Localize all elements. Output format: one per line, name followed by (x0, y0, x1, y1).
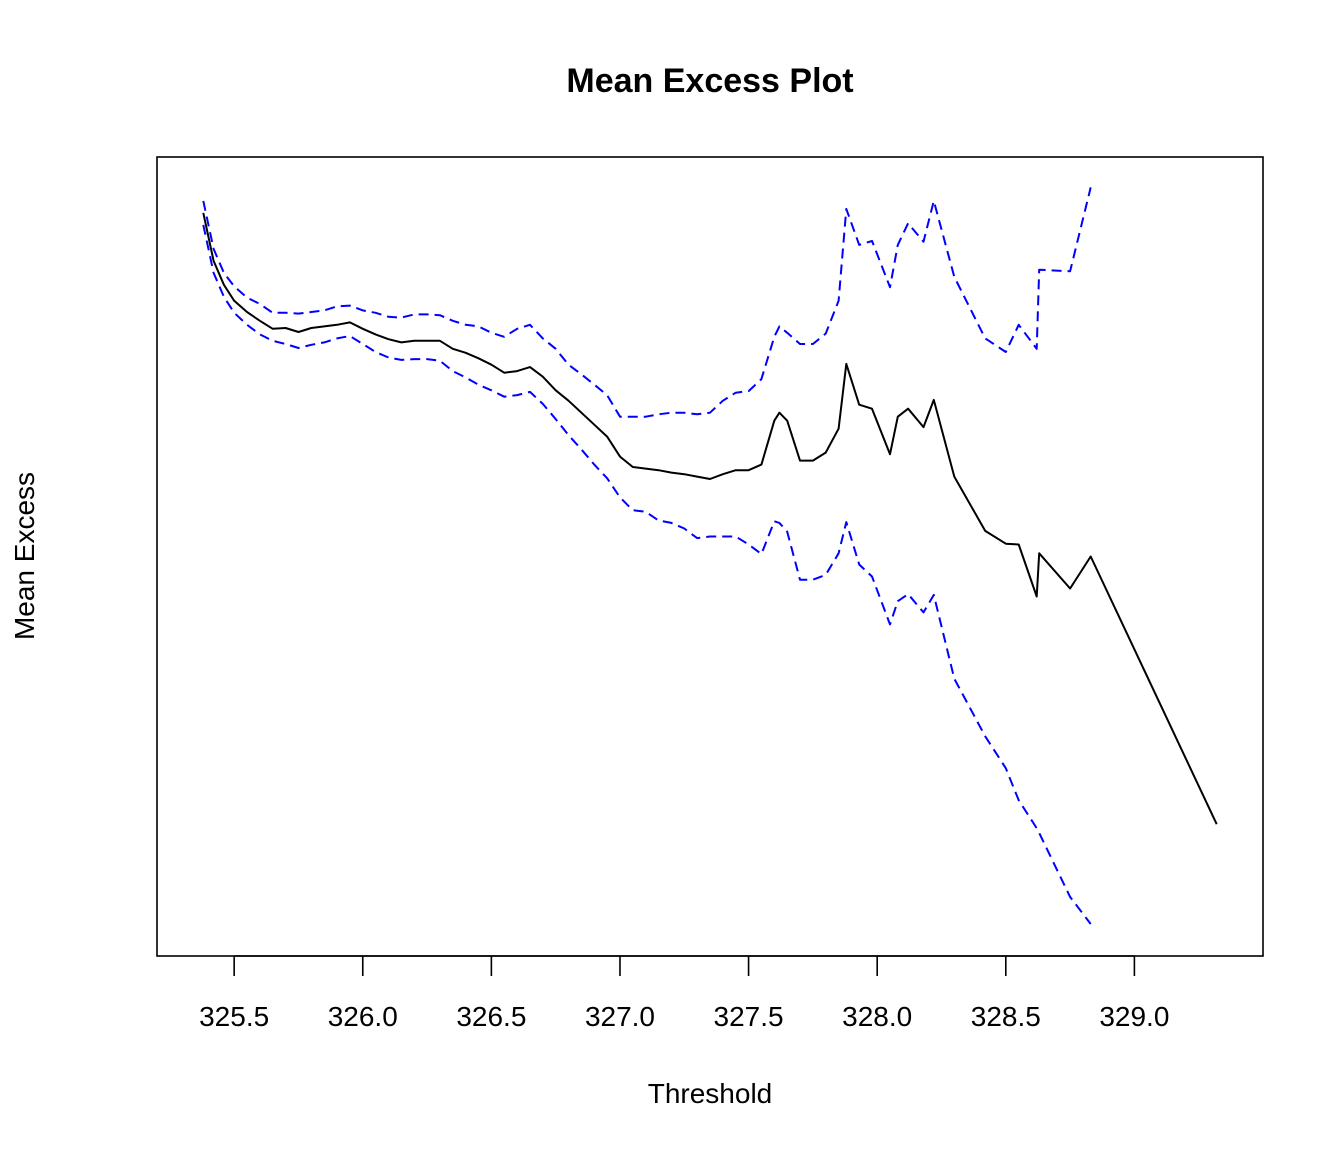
y-axis-label: Mean Excess (9, 472, 40, 640)
mean-excess-line (202, 212, 1218, 825)
confidence-band-line-1 (202, 187, 1092, 418)
x-axis-label: Threshold (648, 1078, 773, 1109)
series-layer (202, 187, 1218, 925)
confidence-band-line-2 (202, 224, 1092, 925)
x-tick-label: 325.5 (199, 1001, 269, 1032)
x-tick-label: 328.5 (971, 1001, 1041, 1032)
x-tick-label: 327.0 (585, 1001, 655, 1032)
x-tick-label: 329.0 (1099, 1001, 1169, 1032)
x-tick-label: 327.5 (714, 1001, 784, 1032)
plot-frame (156, 156, 1264, 957)
x-tick-label: 328.0 (842, 1001, 912, 1032)
chart-title: Mean Excess Plot (566, 62, 853, 100)
x-tick-label: 326.0 (328, 1001, 398, 1032)
x-axis: 325.5 326.0 326.5 327.0 327.5 328.0 328.5 329.0 (199, 955, 1169, 1032)
x-tick-label: 326.5 (456, 1001, 526, 1032)
